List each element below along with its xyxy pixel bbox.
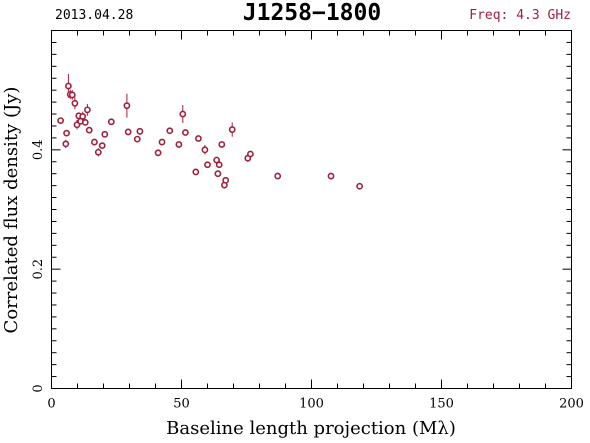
data-point	[107, 118, 115, 126]
x-tick-label: 50	[173, 397, 190, 412]
x-tick-label: 150	[429, 397, 454, 412]
x-tick-label: 0	[47, 397, 55, 412]
data-point	[91, 138, 98, 146]
y-tick-label: 0.2	[31, 259, 46, 280]
plot-frame	[51, 30, 572, 389]
data-point	[65, 82, 72, 90]
x-tick-label: 200	[559, 397, 584, 412]
data-point	[194, 135, 202, 142]
data-point	[228, 126, 236, 133]
frequency-label: Freq: 4.3 GHz	[469, 8, 571, 23]
data-point	[123, 102, 131, 110]
x-axis-label: Baseline length projection (Mλ)	[166, 418, 456, 439]
y-axis-label: Correlated flux density (Jy)	[1, 87, 22, 334]
data-point	[85, 126, 93, 134]
data-point	[158, 138, 166, 146]
data-point	[201, 146, 209, 154]
data-point	[327, 172, 335, 180]
data-point	[71, 99, 79, 107]
data-point	[124, 128, 132, 136]
observation-date: 2013.04.28	[55, 8, 133, 23]
data-point	[356, 182, 363, 190]
data-point	[246, 150, 254, 158]
data-point	[218, 141, 226, 148]
x-tick-label: 100	[299, 397, 324, 412]
data-point	[98, 142, 106, 150]
data-point	[81, 118, 89, 126]
data-point	[63, 129, 70, 137]
data-point	[136, 127, 144, 135]
data-point	[222, 176, 230, 184]
data-point	[179, 110, 187, 118]
data-point	[62, 140, 70, 148]
data-point	[154, 149, 162, 157]
data-point	[274, 172, 282, 180]
data-point	[214, 170, 222, 178]
data-point	[215, 161, 223, 169]
data-point	[83, 106, 91, 114]
data-point	[101, 130, 109, 138]
data-point	[133, 135, 141, 143]
data-point	[79, 113, 87, 120]
y-tick-label: 0	[31, 384, 46, 392]
data-point	[57, 117, 64, 124]
data-point	[204, 161, 211, 169]
data-point	[175, 141, 183, 148]
data-point	[192, 168, 200, 176]
axis-tick-labels: 0 50 100 150 200 0 0.2 0.4	[31, 139, 584, 411]
data-point	[68, 91, 76, 99]
data-point	[94, 148, 102, 156]
axis-ticks	[51, 30, 572, 389]
data-point	[166, 127, 174, 135]
data-points	[57, 74, 363, 190]
y-tick-label: 0.4	[31, 139, 46, 160]
chart-title: J1258−1800	[243, 0, 381, 26]
data-point	[181, 129, 189, 136]
